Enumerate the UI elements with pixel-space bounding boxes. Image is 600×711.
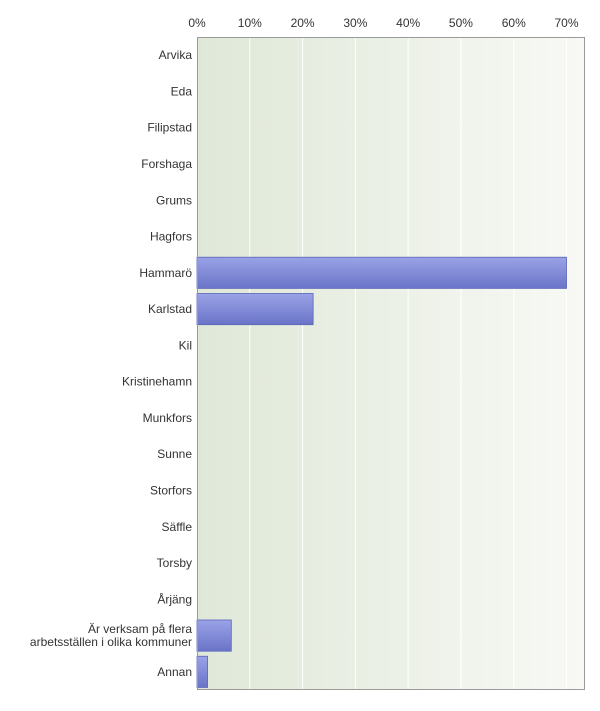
category-label: Säffle <box>162 520 193 534</box>
category-label: Forshaga <box>141 157 192 171</box>
category-label: Eda <box>171 84 193 98</box>
category-label: Storfors <box>150 483 192 497</box>
x-tick-label: 40% <box>396 16 420 30</box>
x-tick-label: 50% <box>449 16 473 30</box>
plot-area <box>197 37 585 690</box>
category-label: Hagfors <box>150 230 192 244</box>
category-label: Kil <box>179 338 192 352</box>
bars <box>196 256 567 688</box>
bar <box>196 256 567 289</box>
x-axis-ticks: 0% 10% 20% 30% 40% 50% 60% 70% <box>188 16 579 30</box>
grid-lines <box>249 37 568 690</box>
category-label: Kristinehamn <box>122 375 192 389</box>
category-label: Annan <box>157 665 192 679</box>
category-label: Arvika <box>159 48 193 62</box>
x-tick-label: 10% <box>238 16 262 30</box>
category-label: Årjäng <box>157 591 192 606</box>
x-tick-label: 0% <box>188 16 206 30</box>
bar <box>196 293 314 326</box>
x-tick-label: 20% <box>291 16 315 30</box>
x-tick-label: 30% <box>343 16 367 30</box>
category-label: Hammarö <box>139 266 192 280</box>
category-label: Karlstad <box>148 302 192 316</box>
category-label: Är verksam på flera arbetsställen i olika… <box>30 622 192 649</box>
bar <box>196 619 232 652</box>
y-axis-category-labels: Arvika Eda Filipstad Forshaga Grums Hagfors Ha… <box>30 48 192 679</box>
category-label: Munkfors <box>143 411 192 425</box>
x-tick-label: 70% <box>555 16 579 30</box>
category-label: Filipstad <box>147 121 192 135</box>
category-label: Torsby <box>157 556 192 570</box>
bar <box>196 655 208 688</box>
category-label: Sunne <box>157 447 192 461</box>
plot-frame <box>197 37 585 690</box>
x-tick-label: 60% <box>502 16 526 30</box>
category-label: Grums <box>156 193 192 207</box>
